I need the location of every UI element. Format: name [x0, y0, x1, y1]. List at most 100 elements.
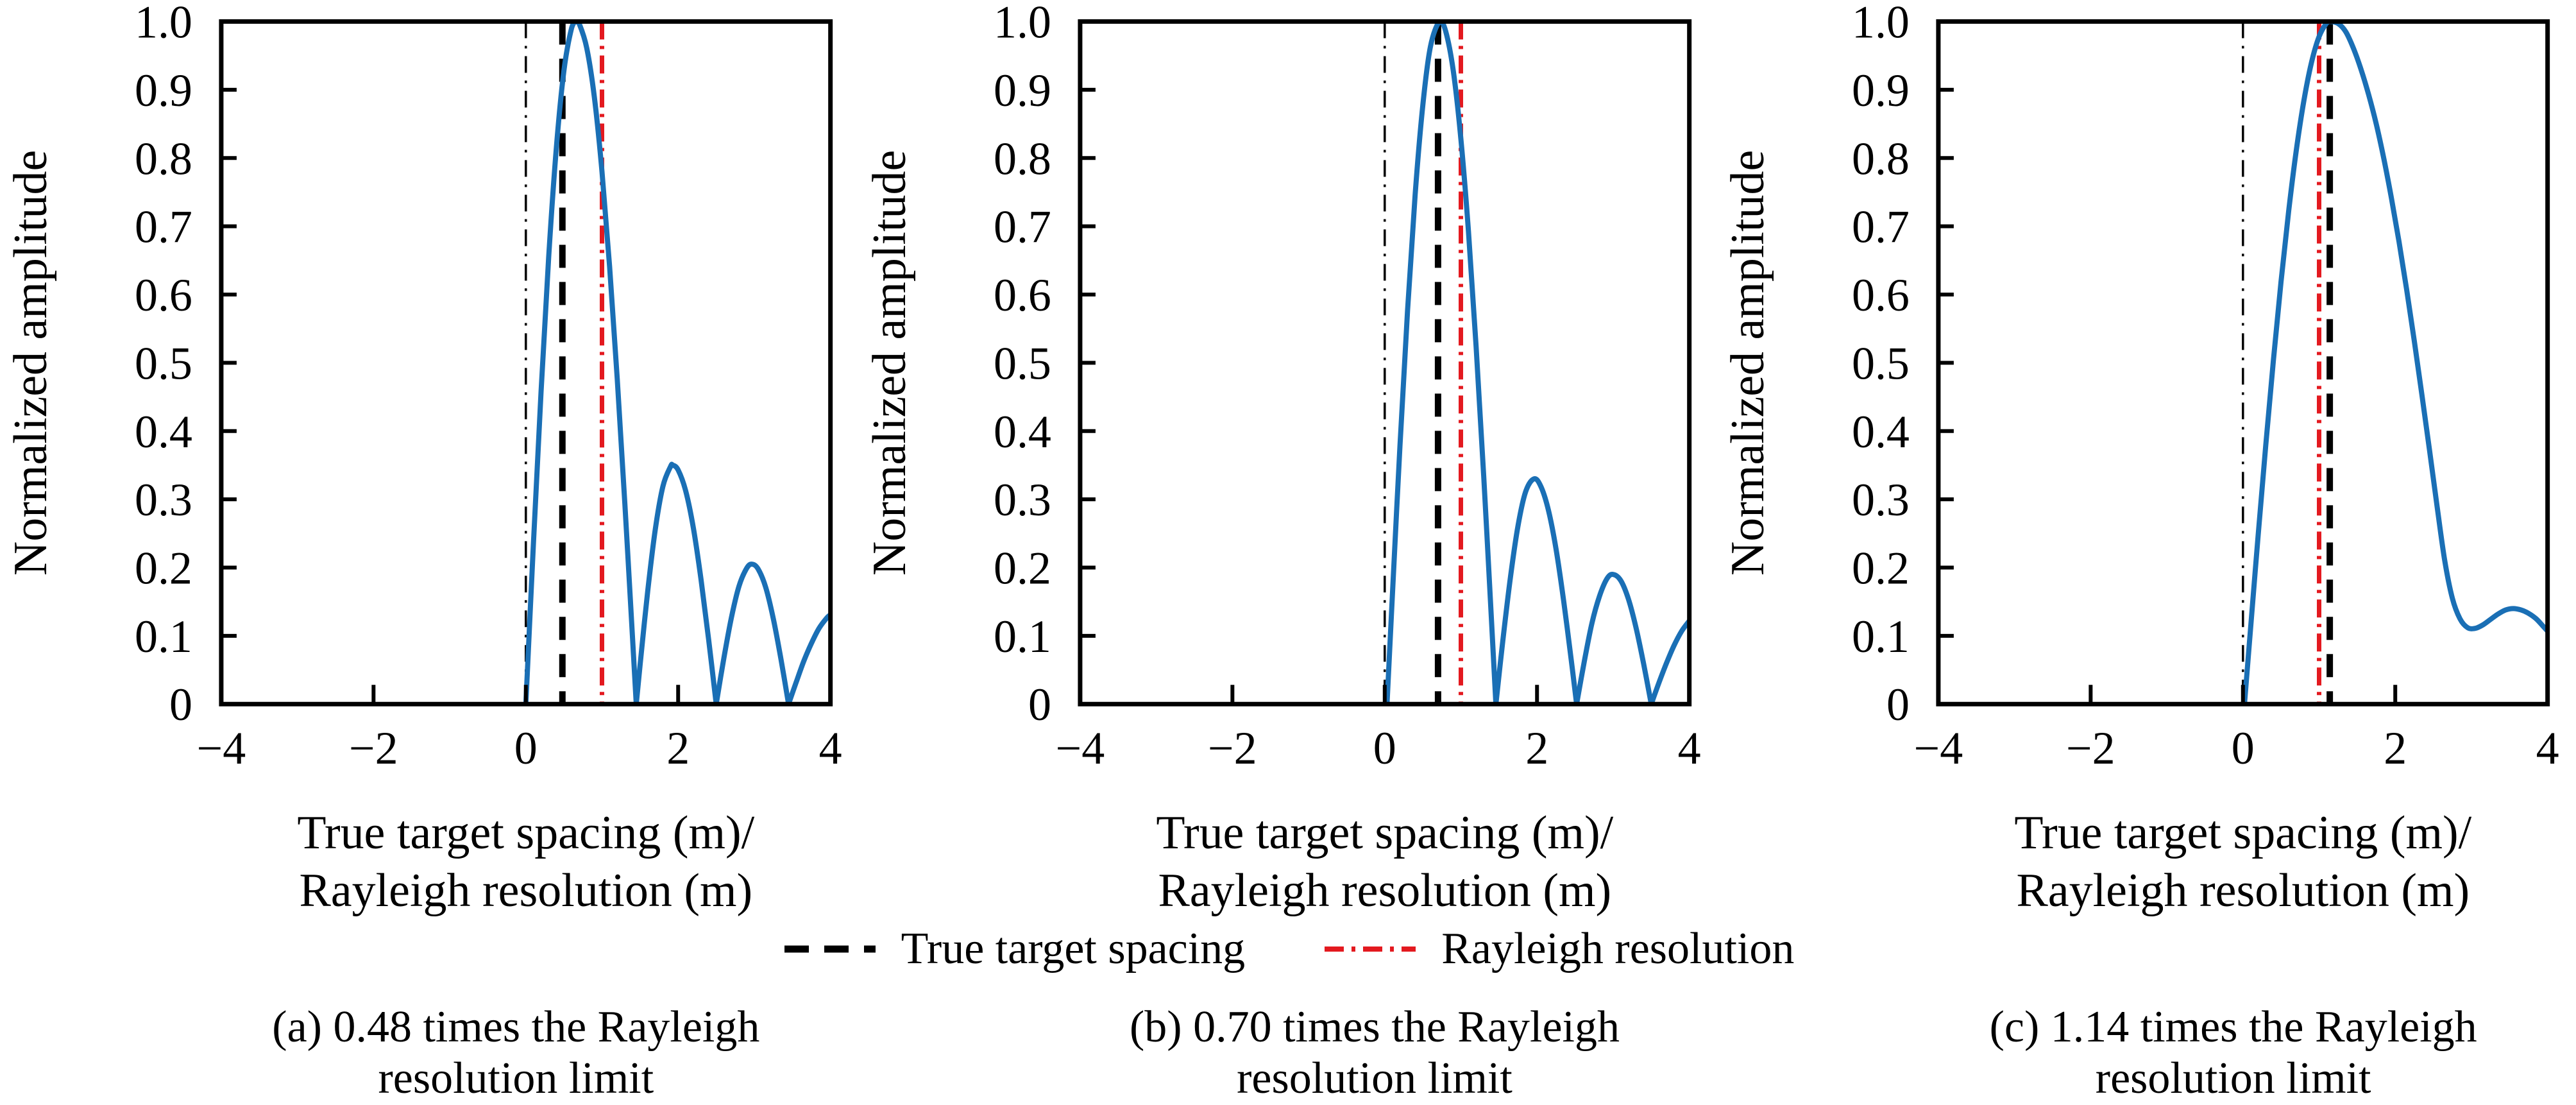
subplot-a: Normalized amplitude −4 −2 0 2 4 0 0.1 0.2 0.3 0.…: [0, 0, 859, 925]
y-tick-label: 0.1: [994, 611, 1051, 662]
caption-b-line1: (b) 0.70 times the Rayleigh: [1129, 1002, 1620, 1052]
y-tick-label: 1.0: [994, 0, 1051, 48]
y-tick-label: 0.7: [994, 201, 1051, 253]
y-tick-label: 0.2: [1852, 543, 1910, 594]
y-tick-label: 0.3: [135, 474, 192, 526]
x-tick-label: −2: [349, 723, 398, 774]
legend: True target spacing Rayleigh resolution: [0, 923, 2576, 975]
curves-layer: [523, 21, 831, 705]
caption-c-line1: (c) 1.14 times the Rayleigh: [1989, 1002, 2477, 1052]
x-tick-label: 4: [2536, 723, 2559, 774]
y-axis-label: Normalized amplitude: [4, 150, 57, 576]
x-axis-label-line1: True target spacing (m)/: [1156, 807, 1613, 859]
plots-row: Normalized amplitude −4 −2 0 2 4 0 0.1 0.2 0.3 0.…: [0, 0, 2576, 925]
amplitude-curve: [713, 561, 792, 705]
plot-area: [523, 21, 831, 705]
caption-a-line1: (a) 0.48 times the Rayleigh: [272, 1002, 760, 1052]
x-tick-label: −2: [2066, 723, 2115, 774]
amplitude-curve: [1648, 618, 1690, 705]
ticks-layer: −4 −2 0 2 4 0 0.1 0.2 0.3 0.4 0.5 0.6 0.7 0.8 0.9 1.0: [1852, 0, 2559, 774]
y-tick-label: 0.7: [135, 201, 192, 253]
y-tick-label: 0.5: [994, 338, 1051, 389]
y-tick-label: 0.7: [1852, 201, 1910, 253]
subplot-c-plot: Normalized amplitude −4 −2 0 2 4 0 0.1 0.2 0.3 0.…: [1722, 0, 2559, 917]
y-tick-label: 0.8: [994, 133, 1051, 184]
y-tick-label: 0.4: [1852, 406, 1910, 458]
y-tick-label: 0.8: [135, 133, 192, 184]
y-tick-label: 0: [169, 679, 192, 730]
x-tick-label: 2: [1525, 723, 1548, 774]
subplot-a-plot: Normalized amplitude −4 −2 0 2 4 0 0.1 0.2 0.3 0.…: [4, 0, 842, 917]
y-tick-label: 1.0: [135, 0, 192, 48]
ticks-layer: −4 −2 0 2 4 0 0.1 0.2 0.3 0.4 0.5 0.6 0.7 0.8 0.9 1.0: [135, 0, 842, 774]
amplitude-curve: [633, 461, 719, 705]
caption-a-line2: resolution limit: [378, 1054, 654, 1104]
plot-area: [1383, 21, 1690, 705]
y-tick-label: 0: [1028, 679, 1051, 730]
curves-layer: [2242, 21, 2548, 705]
caption-b-line2: resolution limit: [1237, 1054, 1513, 1104]
legend-entry-true-target-spacing: True target spacing: [782, 923, 1246, 975]
x-tick-label: 0: [2232, 723, 2255, 774]
x-axis-label-line2: Rayleigh resolution (m): [299, 864, 752, 917]
subplot-b: Normalized amplitude −4 −2 0 2 4 0 0.1 0.2 0.3 0.…: [859, 0, 1718, 925]
y-tick-label: 0.2: [994, 543, 1051, 594]
y-tick-label: 0.5: [1852, 338, 1910, 389]
amplitude-curve: [1573, 572, 1654, 705]
caption-a: (a) 0.48 times the Rayleigh resolution l…: [0, 1002, 859, 1104]
legend-entry-rayleigh-resolution: Rayleigh resolution: [1322, 923, 1794, 975]
caption-c: (c) 1.14 times the Rayleigh resolution l…: [1717, 1002, 2576, 1104]
y-axis-label: Normalized amplitude: [1722, 150, 1774, 576]
caption-b: (b) 0.70 times the Rayleigh resolution l…: [859, 1002, 1718, 1104]
x-tick-label: 4: [1677, 723, 1700, 774]
ticks-layer: −4 −2 0 2 4 0 0.1 0.2 0.3 0.4 0.5 0.6 0.7 0.8 0.9 1.0: [994, 0, 1701, 774]
x-axis-label-line1: True target spacing (m)/: [297, 807, 754, 859]
y-tick-label: 1.0: [1852, 0, 1910, 48]
x-tick-label: −4: [1914, 723, 1963, 774]
x-axis-label-line2: Rayleigh resolution (m): [2017, 864, 2470, 917]
amplitude-curve: [1493, 476, 1579, 705]
y-tick-label: 0.2: [135, 543, 192, 594]
legend-label-true-target-spacing: True target spacing: [901, 923, 1246, 973]
y-tick-label: 0.9: [1852, 65, 1910, 116]
amplitude-curve: [523, 21, 639, 705]
amplitude-curve: [2242, 21, 2548, 705]
y-tick-label: 0.9: [994, 65, 1051, 116]
x-tick-label: 2: [666, 723, 690, 774]
y-tick-label: 0.1: [135, 611, 192, 662]
captions-row: (a) 0.48 times the Rayleigh resolution l…: [0, 973, 2576, 1104]
y-tick-label: 0.4: [994, 406, 1051, 458]
subplot-c: Normalized amplitude −4 −2 0 2 4 0 0.1 0.2 0.3 0.…: [1717, 0, 2576, 925]
x-tick-label: 0: [514, 723, 538, 774]
x-axis-label-line2: Rayleigh resolution (m): [1158, 864, 1611, 917]
x-tick-label: −4: [197, 723, 246, 774]
y-axis-label: Normalized amplitude: [863, 150, 916, 576]
y-tick-label: 0.3: [994, 474, 1051, 526]
y-tick-label: 0.6: [1852, 270, 1910, 321]
amplitude-curve: [1384, 21, 1498, 705]
y-tick-label: 0.6: [135, 270, 192, 321]
subplot-b-plot: Normalized amplitude −4 −2 0 2 4 0 0.1 0.2 0.3 0.…: [863, 0, 1701, 917]
amplitude-curve: [786, 612, 831, 705]
x-tick-label: 0: [1373, 723, 1396, 774]
dashdot-line-sample-icon: [1325, 946, 1416, 952]
legend-label-rayleigh-resolution: Rayleigh resolution: [1441, 923, 1795, 973]
y-tick-label: 0.4: [135, 406, 192, 458]
curves-layer: [1383, 21, 1690, 705]
x-tick-label: −4: [1055, 723, 1105, 774]
caption-c-line2: resolution limit: [2095, 1054, 2371, 1104]
y-tick-label: 0: [1886, 679, 1910, 730]
y-tick-label: 0.5: [135, 338, 192, 389]
x-tick-label: 2: [2384, 723, 2407, 774]
y-tick-label: 0.8: [1852, 133, 1910, 184]
y-tick-label: 0.6: [994, 270, 1051, 321]
x-tick-label: −2: [1208, 723, 1257, 774]
x-axis-label-line1: True target spacing (m)/: [2015, 807, 2472, 859]
dashed-line-sample-icon: [784, 945, 876, 953]
y-tick-label: 0.1: [1852, 611, 1910, 662]
y-tick-label: 0.9: [135, 65, 192, 116]
y-tick-label: 0.3: [1852, 474, 1910, 526]
x-tick-label: 4: [819, 723, 842, 774]
plot-area: [2242, 21, 2548, 705]
